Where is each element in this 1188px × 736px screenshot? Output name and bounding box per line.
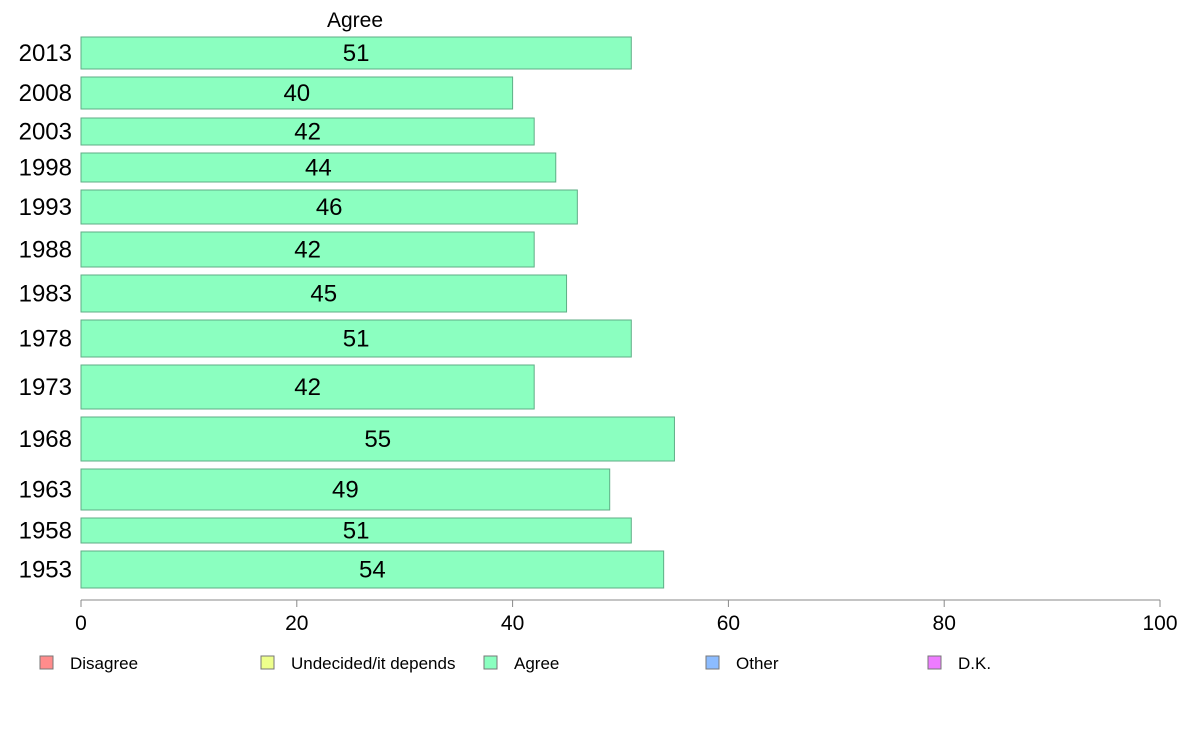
bar-1973 bbox=[80, 364, 535, 410]
bar-1993 bbox=[80, 189, 578, 225]
x-tick-label: 0 bbox=[75, 612, 87, 635]
legend-label: Other bbox=[736, 654, 779, 673]
bar-2008 bbox=[80, 76, 514, 110]
legend-label: Agree bbox=[514, 654, 559, 673]
legend-swatch bbox=[705, 655, 720, 670]
data-label: 42 bbox=[294, 237, 321, 264]
category-label: 1973 bbox=[19, 374, 72, 401]
legend-swatch bbox=[483, 655, 498, 670]
category-label: 1963 bbox=[19, 477, 72, 504]
bar-1968 bbox=[80, 416, 675, 462]
category-label: 1993 bbox=[19, 194, 72, 221]
bar-2013 bbox=[80, 36, 632, 70]
data-label: 44 bbox=[305, 155, 332, 182]
legend-label: D.K. bbox=[958, 654, 991, 673]
legend: Disagree Undecided/it depends Agree Other D.… bbox=[39, 654, 991, 673]
category-label: 1978 bbox=[19, 326, 72, 353]
x-tick-label: 80 bbox=[933, 612, 956, 635]
category-label: 1958 bbox=[19, 518, 72, 545]
legend-label: Disagree bbox=[70, 654, 138, 673]
data-label: 54 bbox=[359, 557, 386, 584]
data-label: 51 bbox=[343, 518, 370, 545]
category-label: 1983 bbox=[19, 281, 72, 308]
data-label: 45 bbox=[310, 281, 337, 308]
data-label: 46 bbox=[316, 194, 343, 221]
x-tick-label: 20 bbox=[285, 612, 308, 635]
bars-group: 2013 51 2008 40 2003 42 1998 44 1993 46 1988 42 1983… bbox=[19, 36, 675, 589]
data-label: 51 bbox=[343, 326, 370, 353]
x-tick-label: 100 bbox=[1142, 612, 1177, 635]
data-label: 55 bbox=[364, 426, 391, 453]
bar-1963 bbox=[80, 468, 611, 511]
data-label: 40 bbox=[283, 80, 310, 107]
legend-swatch bbox=[927, 655, 942, 670]
chart-title: Agree bbox=[327, 9, 383, 32]
legend-label: Undecided/it depends bbox=[291, 654, 455, 673]
x-axis: 0 20 40 60 80 100 bbox=[75, 599, 1178, 635]
data-label: 42 bbox=[294, 374, 321, 401]
x-tick-label: 40 bbox=[501, 612, 524, 635]
category-label: 1988 bbox=[19, 237, 72, 264]
bar-1958 bbox=[80, 517, 632, 544]
x-tick-label: 60 bbox=[717, 612, 740, 635]
category-label: 1998 bbox=[19, 155, 72, 182]
legend-swatch bbox=[260, 655, 275, 670]
bar-1983 bbox=[80, 274, 568, 313]
category-label: 2008 bbox=[19, 80, 72, 107]
legend-swatch bbox=[39, 655, 54, 670]
data-label: 51 bbox=[343, 40, 370, 67]
category-label: 2003 bbox=[19, 119, 72, 146]
bar-2003 bbox=[80, 117, 535, 146]
bar-1998 bbox=[80, 152, 557, 183]
category-label: 1968 bbox=[19, 426, 72, 453]
data-label: 42 bbox=[294, 119, 321, 146]
bar-1978 bbox=[80, 319, 632, 358]
bar-1988 bbox=[80, 231, 535, 268]
data-label: 49 bbox=[332, 477, 359, 504]
category-label: 2013 bbox=[19, 40, 72, 67]
bar-1953 bbox=[80, 550, 665, 589]
category-label: 1953 bbox=[19, 557, 72, 584]
